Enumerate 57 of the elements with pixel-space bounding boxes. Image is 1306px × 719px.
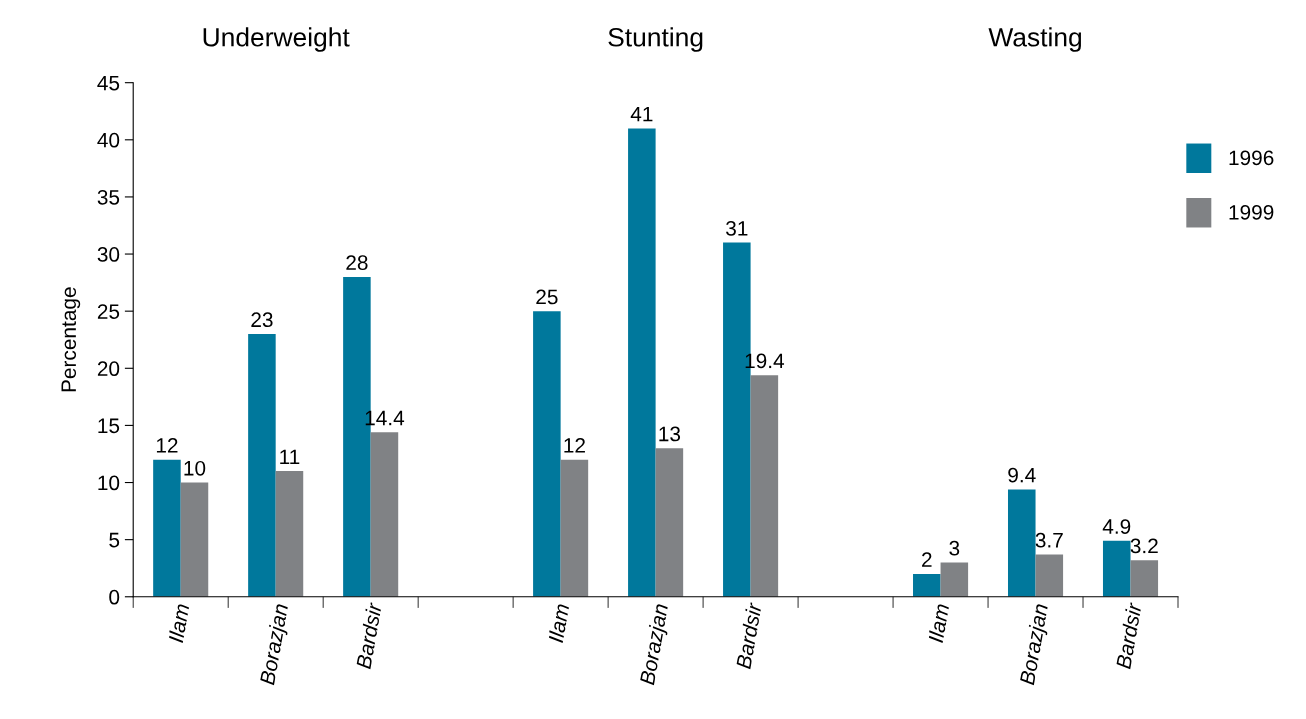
y-tick-label: 20 [97, 361, 120, 377]
x-tick-label: Bardsir [735, 601, 762, 670]
x-tick-label: Bardsir [355, 601, 383, 670]
x-tick-label: Borazjan [639, 603, 673, 687]
data-label: 2 [922, 552, 932, 567]
y-tick-label: 25 [97, 304, 120, 319]
data-label: 31 [726, 220, 748, 236]
bar [750, 375, 779, 597]
data-label: 3.2 [1130, 538, 1158, 554]
bar [913, 573, 941, 597]
data-label: 11 [280, 449, 300, 464]
data-label: 3 [949, 540, 960, 556]
bar [1007, 489, 1036, 597]
bar [560, 459, 589, 597]
y-tick-label: 40 [97, 132, 120, 148]
bar [1102, 540, 1131, 597]
y-tick-label: 10 [98, 475, 120, 491]
bar [370, 432, 399, 597]
y-tick-label: 15 [98, 418, 120, 434]
x-tick-label: Ilam [167, 603, 190, 643]
data-label: 9.4 [1008, 467, 1036, 483]
text: Stunting [608, 27, 703, 52]
x-tick-label: Borazjan [259, 603, 293, 687]
data-label: 23 [251, 312, 273, 328]
y-tick-label: 35 [97, 189, 120, 205]
x-tick-label: Ilam [927, 603, 950, 643]
data-label: 13 [659, 426, 681, 442]
bar [655, 448, 684, 597]
data-label: 3.7 [1035, 532, 1063, 548]
y-tick-label: 45 [97, 75, 120, 91]
bar [1130, 560, 1159, 597]
text: Wasting [988, 27, 1082, 52]
y-tick-label: 0 [109, 589, 120, 605]
data-label: 12 [564, 438, 585, 453]
x-tick-label: Borazjan [1018, 603, 1053, 687]
data-label: 4.9 [1102, 519, 1131, 534]
bar [275, 471, 304, 597]
data-label: 10 [184, 460, 206, 476]
y-tick-label: 5 [109, 532, 120, 548]
y-tick-label: 30 [97, 247, 120, 262]
bar [153, 459, 181, 597]
legend-label: 1996 [1229, 150, 1274, 166]
bar [1035, 554, 1064, 597]
bar [628, 128, 656, 597]
data-label: 12 [156, 438, 178, 453]
text: Underweight [203, 27, 350, 52]
y-axis-title: Percentage [61, 287, 81, 392]
legend-label: 1999 [1229, 204, 1274, 220]
x-tick-label: Ilam [547, 603, 570, 643]
data-label: 25 [536, 289, 558, 305]
bar [940, 562, 969, 597]
x-tick-label: Bardsir [1115, 601, 1142, 670]
data-label: 41 [630, 106, 653, 122]
bar [180, 482, 209, 597]
data-label: 28 [346, 255, 368, 270]
bar [533, 311, 561, 597]
bar [248, 334, 276, 597]
